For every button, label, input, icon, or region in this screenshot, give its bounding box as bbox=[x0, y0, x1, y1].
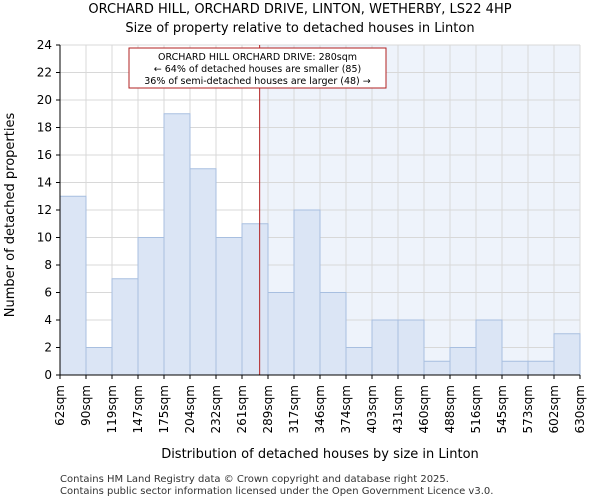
x-tick-label: 261sqm bbox=[235, 385, 249, 433]
x-tick-label: 460sqm bbox=[417, 385, 431, 433]
bar bbox=[501, 360, 529, 376]
annotation-line-3: 36% of semi-detached houses are larger (… bbox=[144, 76, 371, 87]
x-tick-label: 516sqm bbox=[469, 385, 483, 433]
bar bbox=[215, 237, 243, 376]
x-tick-label: 232sqm bbox=[209, 385, 223, 433]
annotation-line-2: ← 64% of detached houses are smaller (85… bbox=[154, 64, 361, 75]
bar bbox=[319, 292, 347, 376]
x-tick-label: 403sqm bbox=[365, 385, 379, 433]
chart-subtitle: Size of property relative to detached ho… bbox=[125, 21, 474, 36]
x-tick-label: 573sqm bbox=[521, 385, 535, 433]
y-tick-label: 0 bbox=[44, 368, 52, 382]
y-tick-label: 22 bbox=[37, 66, 52, 80]
x-tick-label: 175sqm bbox=[157, 385, 171, 433]
bar bbox=[59, 195, 87, 376]
y-tick-label: 24 bbox=[37, 38, 52, 52]
y-tick-label: 2 bbox=[44, 341, 52, 355]
x-tick-label: 119sqm bbox=[105, 385, 119, 433]
y-tick-label: 14 bbox=[37, 176, 52, 190]
bar bbox=[163, 113, 191, 376]
y-tick-label: 10 bbox=[37, 231, 52, 245]
x-tick-label: 204sqm bbox=[183, 385, 197, 433]
bar bbox=[553, 333, 581, 376]
y-axis-label: Number of detached properties bbox=[3, 113, 18, 318]
x-tick-label: 147sqm bbox=[131, 385, 145, 433]
bar bbox=[267, 292, 295, 376]
x-tick-label: 90sqm bbox=[79, 385, 93, 426]
x-tick-label: 488sqm bbox=[443, 385, 457, 433]
annotation-line-1: ORCHARD HILL ORCHARD DRIVE: 280sqm bbox=[158, 52, 357, 63]
chart-title: ORCHARD HILL, ORCHARD DRIVE, LINTON, WET… bbox=[88, 2, 511, 17]
x-axis-label: Distribution of detached houses by size … bbox=[161, 447, 479, 462]
footer-line-1: Contains HM Land Registry data © Crown c… bbox=[60, 474, 449, 485]
bar bbox=[371, 319, 399, 376]
y-tick-label: 6 bbox=[44, 286, 52, 300]
x-tick-label: 62sqm bbox=[53, 385, 67, 426]
y-tick-label: 16 bbox=[37, 148, 52, 162]
bar bbox=[423, 360, 451, 376]
bar bbox=[397, 319, 425, 376]
bar bbox=[293, 209, 321, 376]
y-tick-label: 20 bbox=[37, 93, 52, 107]
y-tick-label: 18 bbox=[37, 121, 52, 135]
bar bbox=[241, 223, 269, 376]
x-tick-label: 374sqm bbox=[339, 385, 353, 433]
bar bbox=[85, 347, 113, 376]
x-tick-label: 346sqm bbox=[313, 385, 327, 433]
y-tick-label: 12 bbox=[37, 203, 52, 217]
y-tick-label: 4 bbox=[44, 313, 52, 327]
bar bbox=[449, 347, 477, 376]
bar bbox=[345, 347, 373, 376]
annotation-box bbox=[128, 47, 387, 89]
bar bbox=[137, 237, 165, 376]
x-tick-label: 289sqm bbox=[261, 385, 275, 433]
y-tick-label: 8 bbox=[44, 258, 52, 272]
x-tick-label: 431sqm bbox=[391, 385, 405, 433]
x-tick-label: 545sqm bbox=[495, 385, 509, 433]
x-tick-label: 630sqm bbox=[573, 385, 587, 433]
x-tick-label: 602sqm bbox=[547, 385, 561, 433]
x-tick-label: 317sqm bbox=[287, 385, 301, 433]
bar bbox=[527, 360, 555, 376]
bar bbox=[189, 168, 217, 376]
bar bbox=[475, 319, 503, 376]
bar bbox=[111, 278, 139, 376]
footer-line-2: Contains public sector information licen… bbox=[60, 486, 493, 497]
